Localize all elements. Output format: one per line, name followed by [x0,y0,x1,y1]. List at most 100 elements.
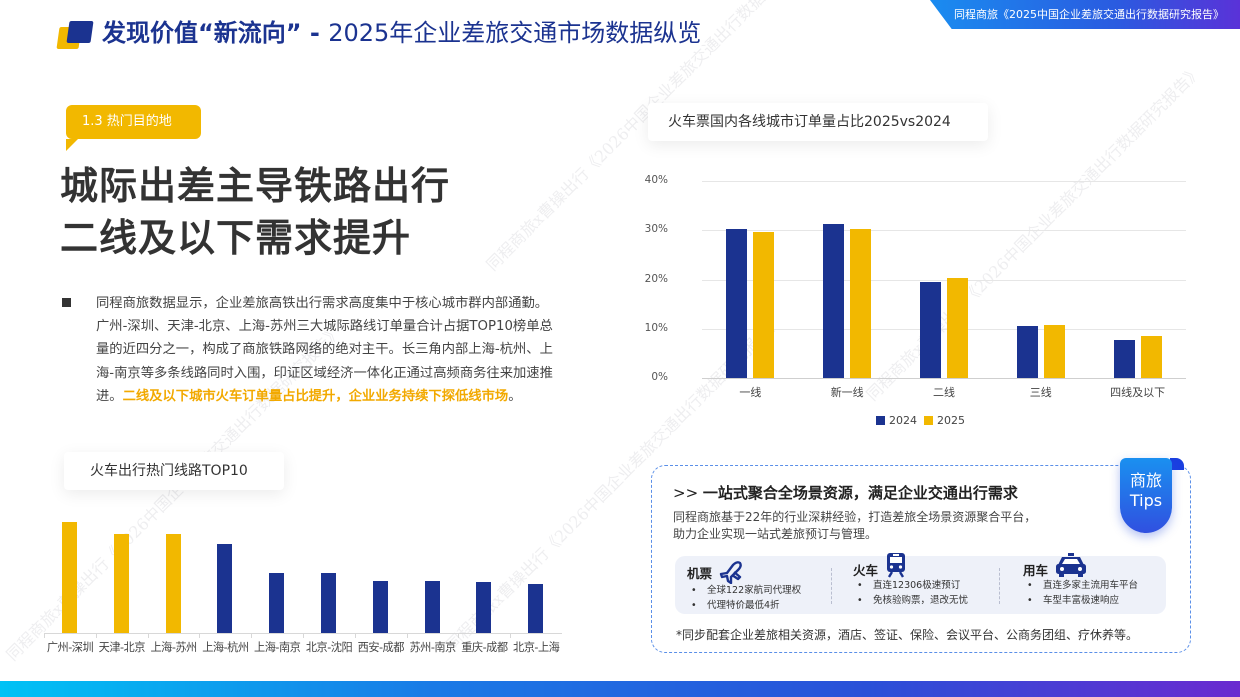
y-axis-label: 20% [644,272,668,285]
route-label: 上海-南京 [254,641,301,654]
train-icon [887,552,906,578]
services-strip: 机票 全球122家航司代理权 代理特价最低4折 火车 直连12306极速预订 免… [675,552,1166,614]
gridline [702,279,1186,281]
divider [831,568,832,604]
service-item: 代理特价最低4折 [687,599,801,614]
route-label: 西安-成都 [357,641,405,654]
bottom-gradient-bar [0,681,1240,697]
service-item: 车型丰富极速响应 [1023,594,1138,609]
service-title: 火车 [853,563,879,578]
route-bar [165,534,181,633]
x-axis-tick [510,633,512,638]
service-flight: 机票 全球122家航司代理权 代理特价最低4折 [687,560,801,613]
route-bar [269,573,285,633]
route-bar [372,581,388,633]
bar-2024 [1113,339,1135,378]
badge-line-2: Tips [1129,491,1163,510]
tips-heading: >> 一站式聚合全场景资源，满足企业交通出行需求 [673,482,1018,503]
route-bar [424,581,440,633]
tips-desc-line-2: 助力企业实现一站式差旅预订与管理。 [673,527,878,541]
paragraph-text: 同程商旅数据显示，企业差旅高铁出行需求高度集中于核心城市群内部通勤。广州-深圳、… [96,296,553,404]
x-axis-tick [147,633,149,638]
service-car: 用车 直连多家主流用车平台 车型丰富极速响应 [1023,552,1138,608]
top10-routes-bar-chart: 广州-深圳 天津-北京 上海-苏州 上海-杭州 上海-南京 北京-沈阳 西安-成都 苏州-南京… [44,505,562,655]
category-label: 新一线 [830,386,864,399]
bar-2025 [1043,324,1065,378]
bar-2024 [920,281,941,378]
service-item: 直连12306极速预订 [853,579,968,594]
report-tag: 同程商旅《2025中国企业差旅交通出行数据研究报告》 [930,0,1240,29]
service-item: 全球122家航司代理权 [687,584,801,599]
title-separator: - [301,19,329,47]
title-strong: 发现价值“新流向” [102,19,302,47]
route-bar [476,582,492,633]
route-bar [62,522,77,633]
brand-logo-icon [56,19,94,49]
x-axis-tick [199,633,201,638]
gridline [702,230,1186,232]
airplane-icon [719,561,742,584]
category-label: 四线及以下 [1110,386,1166,399]
route-label: 苏州-南京 [409,641,456,654]
service-items: 全球122家航司代理权 代理特价最低4折 [687,584,801,613]
route-label: 北京-上海 [513,641,560,654]
x-axis-tick [251,633,253,638]
service-item: 免核验购票，退改无忧 [853,594,968,609]
y-axis-label: 10% [644,321,668,334]
body-paragraph: 同程商旅数据显示，企业差旅高铁出行需求高度集中于核心城市群内部通勤。广州-深圳、… [96,292,556,408]
bar-2025 [753,231,775,378]
category-label: 三线 [1029,386,1052,399]
badge-fold [1170,458,1184,470]
service-train: 火车 直连12306极速预订 免核验购票，退改无忧 [853,552,968,608]
x-axis-tick [44,633,45,638]
divider [999,568,1000,604]
bar-2025 [850,228,872,378]
paragraph-highlight: 二线及以下城市火车订单量占比提升，企业业务持续下探低线市场 [122,388,509,404]
headline-line-2: 二线及以下需求提升 [60,216,412,260]
tips-desc-line-1: 同程商旅基于22年的行业深耕经验，打造差旅全场景资源聚合平台， [673,510,1037,524]
service-title: 用车 [1023,563,1049,578]
page-title: 发现价值“新流向” - 2025年企业差旅交通市场数据纵览 [102,16,701,50]
bar-2024 [1016,325,1038,378]
route-bar [113,534,129,633]
route-label: 北京-沈阳 [305,641,353,654]
gridline [702,328,1186,330]
tips-badge: 商旅 Tips [1120,458,1172,533]
gridline [702,181,1186,182]
service-title: 机票 [687,565,713,581]
legend-label-2024: 2024 [889,414,917,427]
bar-2024 [726,228,748,378]
bar-2025 [947,278,968,378]
route-bar [217,544,233,633]
service-items: 直连12306极速预订 免核验购票，退改无忧 [853,579,968,608]
route-label: 上海-苏州 [150,641,197,654]
badge-line-1: 商旅 [1129,471,1162,490]
headline: 城际出差主导铁路出行 二线及以下需求提升 [60,160,450,264]
route-bar [321,573,336,633]
x-axis-tick [95,633,97,638]
tips-description: 同程商旅基于22年的行业深耕经验，打造差旅全场景资源聚合平台， 助力企业实现一站… [673,509,1093,543]
tips-heading-text: 一站式聚合全场景资源，满足企业交通出行需求 [702,484,1018,502]
y-axis-label: 40% [644,174,668,186]
category-label: 一线 [739,386,762,399]
city-tier-bar-chart: 2024 2025 0% 10% 20% 30% 40% 一线 新一线 二线 三线 四线及以下 [640,170,1200,435]
square-bullet-icon [62,298,71,307]
bar-2025 [1140,335,1162,378]
service-item: 直连多家主流用车平台 [1023,579,1138,594]
x-axis-tick [406,633,408,638]
taxi-icon [1056,552,1087,577]
tips-footnote: *同步配套企业差旅相关资源，酒店、签证、保险、会议平台、公商务团组、疗休养等。 [676,628,1139,642]
y-axis-label: 0% [651,371,668,383]
route-label: 天津-北京 [98,641,146,654]
section-tag: 1.3 热门目的地 [66,105,201,151]
x-axis-tick [354,633,356,638]
legend-label-2025: 2025 [937,414,965,427]
headline-line-1: 城际出差主导铁路出行 [60,164,451,208]
top10-chart-title: 火车出行热门线路TOP10 [64,452,284,490]
service-items: 直连多家主流用车平台 车型丰富极速响应 [1023,579,1138,608]
route-label: 上海-杭州 [202,641,249,654]
category-label: 二线 [933,386,955,399]
legend-swatch-2025 [924,416,933,425]
route-label: 广州-深圳 [46,641,94,654]
city-tier-chart-title: 火车票国内各线城市订单量占比2025vs2024 [648,103,988,141]
